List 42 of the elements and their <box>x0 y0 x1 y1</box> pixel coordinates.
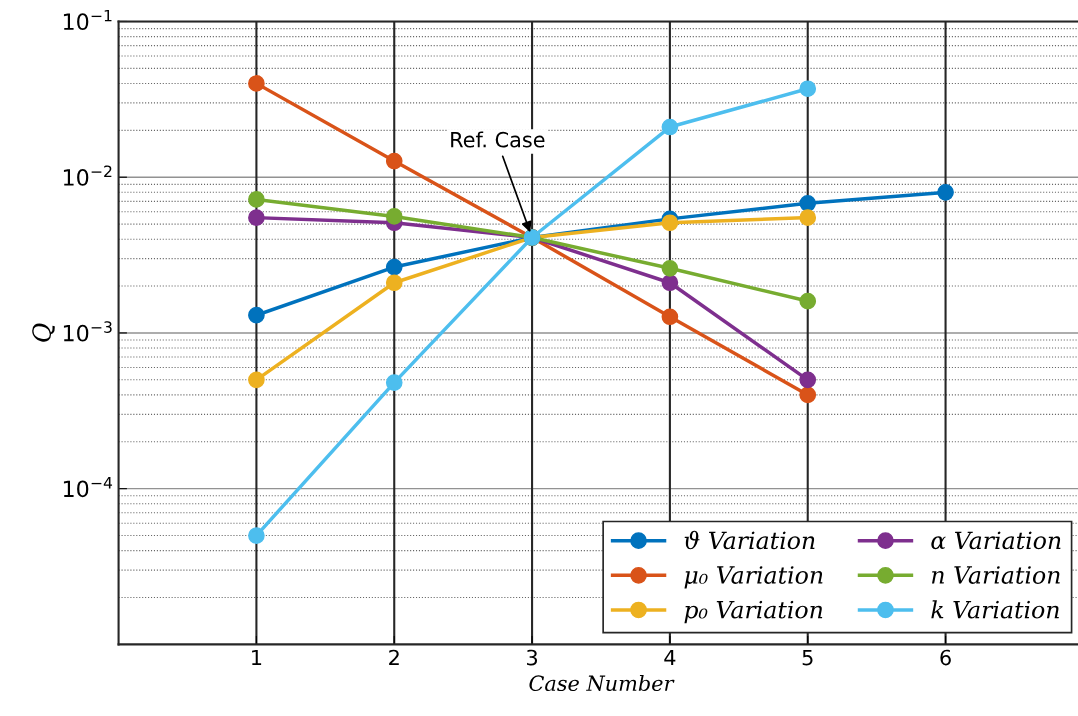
x-tick-label: 2 <box>389 649 399 666</box>
y-tick-label: 10$^{−2}$ <box>63 165 112 186</box>
point <box>248 527 265 544</box>
point <box>661 259 679 277</box>
point <box>385 258 403 276</box>
point <box>937 183 954 201</box>
y-tick-label: 10$^{−3}$ <box>63 321 112 342</box>
annotation: Ref. Case <box>451 131 545 148</box>
point <box>248 191 265 208</box>
point <box>799 292 817 310</box>
point <box>661 214 679 232</box>
point <box>385 208 403 225</box>
y-tick-label: 10$^{−4}$ <box>63 477 113 498</box>
y-axis-title: Q <box>32 323 55 342</box>
point <box>248 75 265 92</box>
x-axis-title: Case Number <box>529 674 675 692</box>
point <box>385 152 403 170</box>
point <box>661 308 679 326</box>
point <box>799 80 817 98</box>
x-tick-label: 1 <box>252 649 262 666</box>
point <box>799 371 817 389</box>
legend-label: α Variation <box>931 531 1061 550</box>
x-tick-label: 4 <box>664 649 676 666</box>
legend-label: k Variation <box>931 600 1059 619</box>
point <box>799 386 817 404</box>
point <box>799 194 817 212</box>
legend-label: p₀ Variation <box>684 600 823 624</box>
point <box>248 306 265 324</box>
x-tick-label: 6 <box>940 649 951 666</box>
y-tick-label: 10$^{−1}$ <box>63 9 112 31</box>
point <box>799 209 817 226</box>
point <box>661 274 679 292</box>
point <box>248 371 265 389</box>
point <box>385 274 403 292</box>
point <box>661 118 679 136</box>
point <box>385 374 403 391</box>
point <box>248 209 265 226</box>
x-tick-label: 5 <box>802 649 813 666</box>
legend-label: μ₀ Variation <box>684 566 823 589</box>
legend-label: n Variation <box>932 566 1060 584</box>
x-tick-label: 3 <box>527 649 538 666</box>
legend-label: ϑ Variation <box>684 530 815 550</box>
